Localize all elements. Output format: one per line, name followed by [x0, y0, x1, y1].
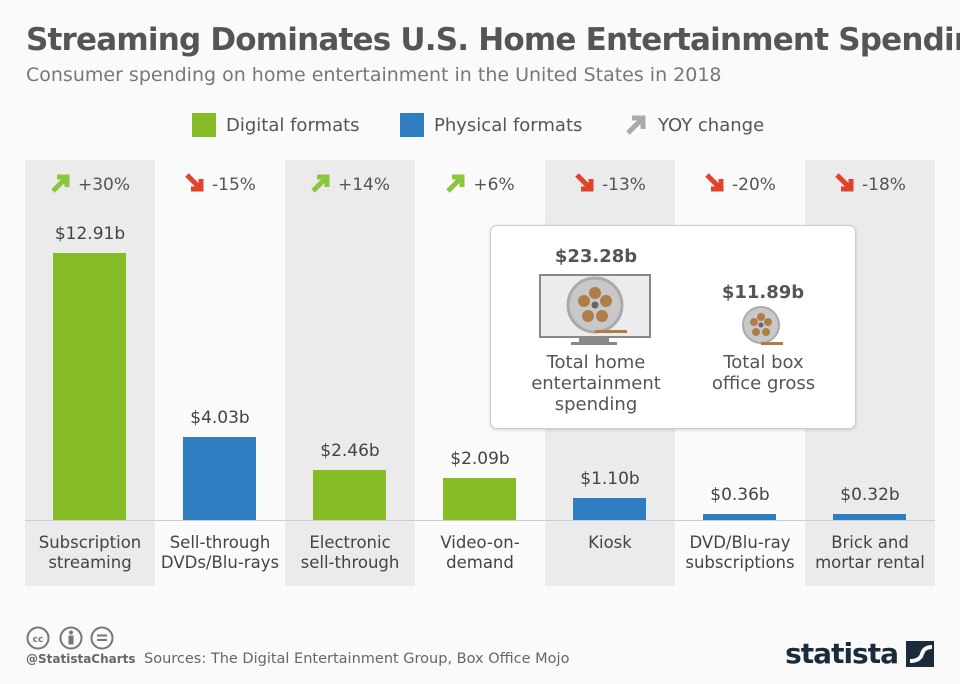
home-total-value: $23.28b — [554, 246, 638, 267]
category-label-line: streaming — [48, 553, 132, 572]
legend-swatch-physical — [400, 113, 424, 137]
legend-label: YOY change — [658, 114, 765, 136]
bar-sell-through-dvds-blu-rays — [183, 437, 256, 521]
legend-digital: Digital formats — [192, 113, 360, 137]
legend-label: Physical formats — [434, 114, 583, 136]
bar-value-label: $2.46b — [320, 440, 380, 461]
arrow-up-icon — [626, 115, 646, 135]
totals-callout: $23.28b Total home entertainment spending … — [490, 225, 856, 429]
category-label-line: Kiosk — [588, 533, 632, 552]
bar-dvd-blu-ray-subscriptions — [703, 513, 776, 521]
bar-video-on-demand — [443, 477, 516, 521]
arrow-down-icon — [575, 173, 594, 192]
bar-subscription-streaming — [53, 253, 126, 521]
category-label-line: Subscription — [38, 533, 142, 552]
yoy-change: -18% — [805, 172, 935, 195]
bar-value-label: $12.91b — [54, 224, 126, 244]
column-background — [285, 160, 415, 586]
bar-value-label: $2.09b — [450, 448, 510, 469]
legend-label: Digital formats — [226, 114, 360, 136]
chart-subtitle: Consumer spending on home entertainment … — [26, 64, 722, 86]
category-label-line: Electronic — [309, 533, 391, 552]
category-label: Video-on-demand — [415, 533, 545, 573]
svg-text:cc: cc — [33, 635, 44, 645]
arrow-up-icon — [51, 174, 70, 193]
legend-swatch-digital — [192, 113, 216, 137]
film-reel-icon — [742, 306, 783, 345]
box-office-value: $11.89b — [721, 282, 805, 303]
category-label: Kiosk — [545, 533, 675, 553]
arrow-down-icon — [185, 173, 204, 192]
twitter-handle: @StatistaCharts — [26, 652, 136, 666]
yoy-label: +6% — [473, 175, 515, 195]
category-label-line: Video-on- — [440, 533, 520, 552]
bar-value-label: $4.03b — [190, 408, 250, 429]
category-label-line: mortar rental — [815, 553, 925, 572]
category-label-line: Sell-through — [169, 533, 271, 552]
bar-electronic-sell-through — [313, 469, 386, 521]
statista-logo: statista — [785, 637, 934, 670]
box-office-label: Total box office gross — [711, 352, 816, 394]
yoy-change: +30% — [25, 172, 155, 195]
arrow-down-icon — [835, 173, 854, 192]
arrow-up-icon — [311, 174, 330, 193]
yoy-change: -20% — [675, 172, 805, 195]
x-axis-line — [25, 520, 935, 521]
creative-commons-icons: cc — [26, 626, 114, 650]
category-label: DVD/Blu-ray subscriptions — [675, 533, 805, 573]
category-label-line: DVDs/Blu-rays — [160, 553, 280, 572]
yoy-label: +14% — [337, 175, 391, 195]
yoy-label: -15% — [212, 175, 256, 195]
category-label: Brick and mortar rental — [805, 533, 935, 573]
bar-brick-and-mortar-rental — [833, 514, 906, 521]
category-label: Electronic sell-through — [285, 533, 415, 573]
category-label-line: Brick and — [831, 533, 909, 552]
statista-logo-mark-icon — [906, 640, 934, 667]
yoy-change: +6% — [415, 172, 545, 195]
bar-value-label: $0.36b — [710, 484, 770, 505]
bar-value-label: $0.32b — [840, 485, 900, 506]
category-label-line: subscriptions — [685, 553, 795, 572]
arrow-down-icon — [705, 173, 724, 192]
legend-yoy: YOY change — [624, 113, 764, 137]
bar-value-label: $1.10b — [580, 469, 640, 490]
yoy-change: -13% — [545, 172, 675, 195]
category-label: Subscription streaming — [25, 533, 155, 573]
sources: Sources: The Digital Entertainment Group… — [144, 651, 570, 667]
bar-kiosk — [573, 498, 646, 521]
category-label-line: demand — [446, 553, 514, 572]
yoy-change: -15% — [155, 172, 285, 195]
tv-film-reel-icon — [539, 274, 651, 345]
yoy-change: +14% — [285, 172, 415, 195]
yoy-label: -13% — [602, 175, 646, 195]
yoy-label: -20% — [732, 175, 776, 195]
category-label: Sell-through DVDs/Blu-rays — [155, 533, 285, 573]
chart-title: Streaming Dominates U.S. Home Entertainm… — [26, 22, 960, 58]
yoy-label: +30% — [77, 175, 131, 195]
legend-physical: Physical formats — [400, 113, 582, 137]
home-total-label: Total home entertainment spending — [531, 352, 661, 415]
arrow-up-icon — [446, 174, 465, 193]
category-label-line: sell-through — [300, 553, 400, 572]
category-label-line: DVD/Blu-ray — [689, 533, 791, 552]
yoy-label: -18% — [862, 175, 906, 195]
